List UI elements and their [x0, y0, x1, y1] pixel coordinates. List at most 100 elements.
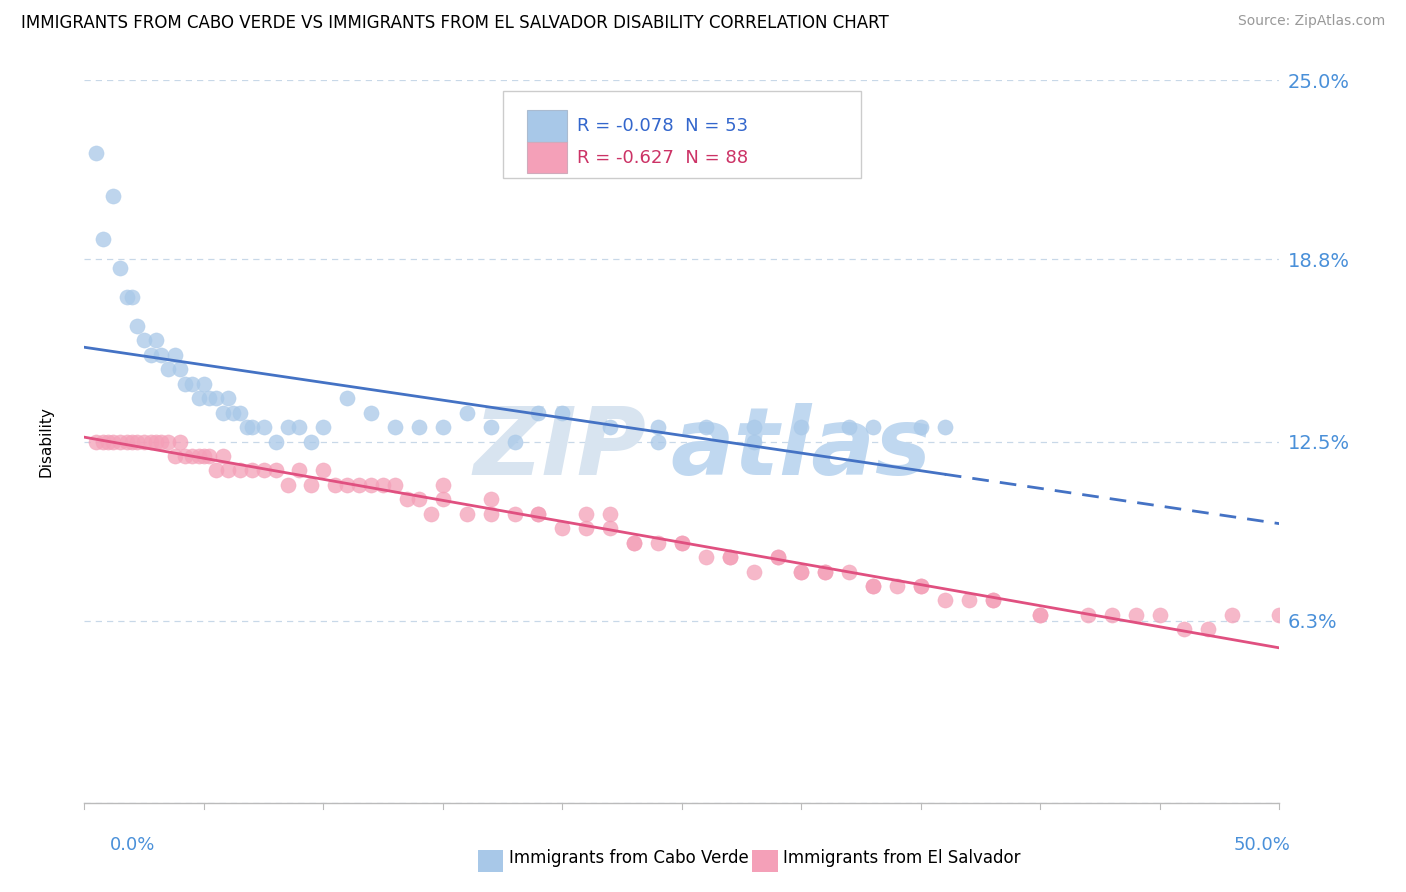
Point [551, 406, 574, 420]
Point [312, 420, 335, 434]
Point [188, 391, 211, 405]
Text: 50.0%: 50.0% [1234, 836, 1291, 854]
Point [132, 334, 156, 348]
Point [814, 565, 837, 579]
Text: R = -0.627  N = 88: R = -0.627 N = 88 [576, 149, 748, 167]
Point [957, 593, 980, 607]
Point [97, 434, 120, 449]
Point [1029, 607, 1052, 622]
Point [981, 593, 1004, 607]
FancyBboxPatch shape [527, 110, 567, 142]
Point [193, 449, 215, 463]
Point [93, 232, 115, 246]
Point [647, 535, 669, 549]
Point [766, 550, 789, 565]
Point [145, 334, 167, 348]
Text: Immigrants from Cabo Verde: Immigrants from Cabo Verde [509, 849, 749, 867]
Point [212, 449, 235, 463]
Point [814, 565, 837, 579]
Point [1077, 607, 1099, 622]
Point [205, 391, 228, 405]
Point [1149, 607, 1171, 622]
Point [527, 507, 550, 521]
Point [117, 434, 139, 449]
Point [264, 463, 287, 477]
Point [277, 478, 299, 492]
Point [1173, 623, 1195, 637]
Point [432, 420, 454, 434]
Point [217, 391, 239, 405]
Point [981, 593, 1004, 607]
Point [181, 376, 204, 391]
Point [934, 420, 956, 434]
Text: Source: ZipAtlas.com: Source: ZipAtlas.com [1237, 14, 1385, 29]
Point [384, 478, 406, 492]
Point [910, 420, 932, 434]
Text: R = -0.078  N = 53: R = -0.078 N = 53 [576, 117, 748, 135]
Point [141, 434, 163, 449]
Point [718, 550, 741, 565]
Point [86, 145, 108, 160]
Point [145, 434, 167, 449]
Point [149, 434, 172, 449]
Point [551, 521, 574, 535]
Point [599, 507, 621, 521]
Point [396, 492, 419, 507]
Point [212, 406, 235, 420]
Point [93, 434, 115, 449]
Text: atlas: atlas [671, 403, 931, 495]
Point [110, 434, 132, 449]
Point [86, 434, 108, 449]
Point [165, 348, 187, 362]
Point [1220, 607, 1243, 622]
Point [408, 420, 430, 434]
Point [503, 434, 526, 449]
Point [1101, 607, 1123, 622]
Point [432, 478, 454, 492]
Point [217, 463, 239, 477]
Point [325, 478, 347, 492]
Text: 0.0%: 0.0% [110, 836, 155, 854]
Point [432, 492, 454, 507]
Point [173, 449, 195, 463]
Point [862, 420, 884, 434]
Point [236, 420, 259, 434]
Point [360, 406, 382, 420]
Point [647, 420, 669, 434]
Point [742, 434, 765, 449]
Point [456, 507, 478, 521]
Point [695, 420, 717, 434]
Point [117, 290, 139, 304]
Point [420, 507, 443, 521]
Point [862, 579, 884, 593]
Point [910, 579, 932, 593]
Point [288, 420, 311, 434]
Point [408, 492, 430, 507]
Point [336, 391, 359, 405]
Point [101, 434, 124, 449]
FancyBboxPatch shape [503, 91, 862, 178]
Point [288, 463, 311, 477]
Point [934, 593, 956, 607]
Point [695, 550, 717, 565]
Point [360, 478, 382, 492]
Point [240, 463, 263, 477]
Point [479, 492, 502, 507]
Point [169, 434, 191, 449]
Point [197, 449, 219, 463]
Point [575, 521, 598, 535]
Point [141, 348, 163, 362]
Point [790, 565, 813, 579]
Point [264, 434, 287, 449]
Point [1197, 623, 1219, 637]
Point [149, 348, 172, 362]
Point [671, 535, 693, 549]
Point [384, 420, 406, 434]
Text: Disability: Disability [38, 406, 53, 477]
Point [101, 189, 124, 203]
Point [1268, 607, 1291, 622]
Point [253, 420, 276, 434]
FancyBboxPatch shape [527, 142, 567, 173]
Point [188, 449, 211, 463]
Point [277, 420, 299, 434]
